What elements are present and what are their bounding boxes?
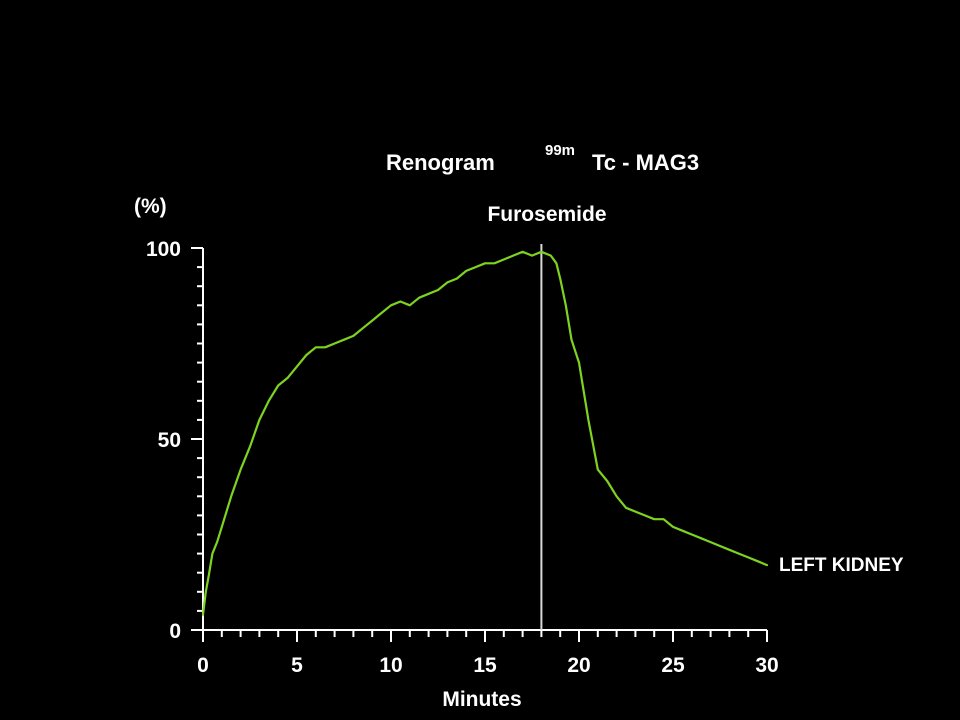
x-tick-label: 5 xyxy=(291,654,303,677)
x-tick-label: 20 xyxy=(567,654,590,677)
x-tick-label: 25 xyxy=(661,654,685,677)
series-label-left-kidney: LEFT KIDNEY xyxy=(779,555,904,576)
x-axis-label: Minutes xyxy=(442,688,521,711)
series-group xyxy=(201,250,769,616)
y-axis-label: (%) xyxy=(134,195,167,218)
series-line-left-kidney xyxy=(201,250,769,616)
x-tick-label: 0 xyxy=(197,654,209,677)
chart-title-main: Renogram xyxy=(386,150,495,175)
chart-title-tracer: Tc - MAG3 xyxy=(592,150,699,175)
x-tick-label: 15 xyxy=(473,654,497,677)
furosemide-label: Furosemide xyxy=(487,203,606,226)
x-tick-label: 30 xyxy=(755,654,778,677)
axes-group: 0 5 10 15 20 25 30 0 50 100 xyxy=(146,238,779,677)
chart-title: Renogram xyxy=(386,150,495,175)
y-tick-label: 100 xyxy=(146,238,181,261)
y-tick-label: 0 xyxy=(169,620,181,643)
chart-title-superscript: 99m xyxy=(545,142,575,159)
series-label-group: LEFT KIDNEY xyxy=(779,555,904,576)
y-tick-label: 50 xyxy=(158,429,181,452)
x-tick-label: 10 xyxy=(379,654,402,677)
